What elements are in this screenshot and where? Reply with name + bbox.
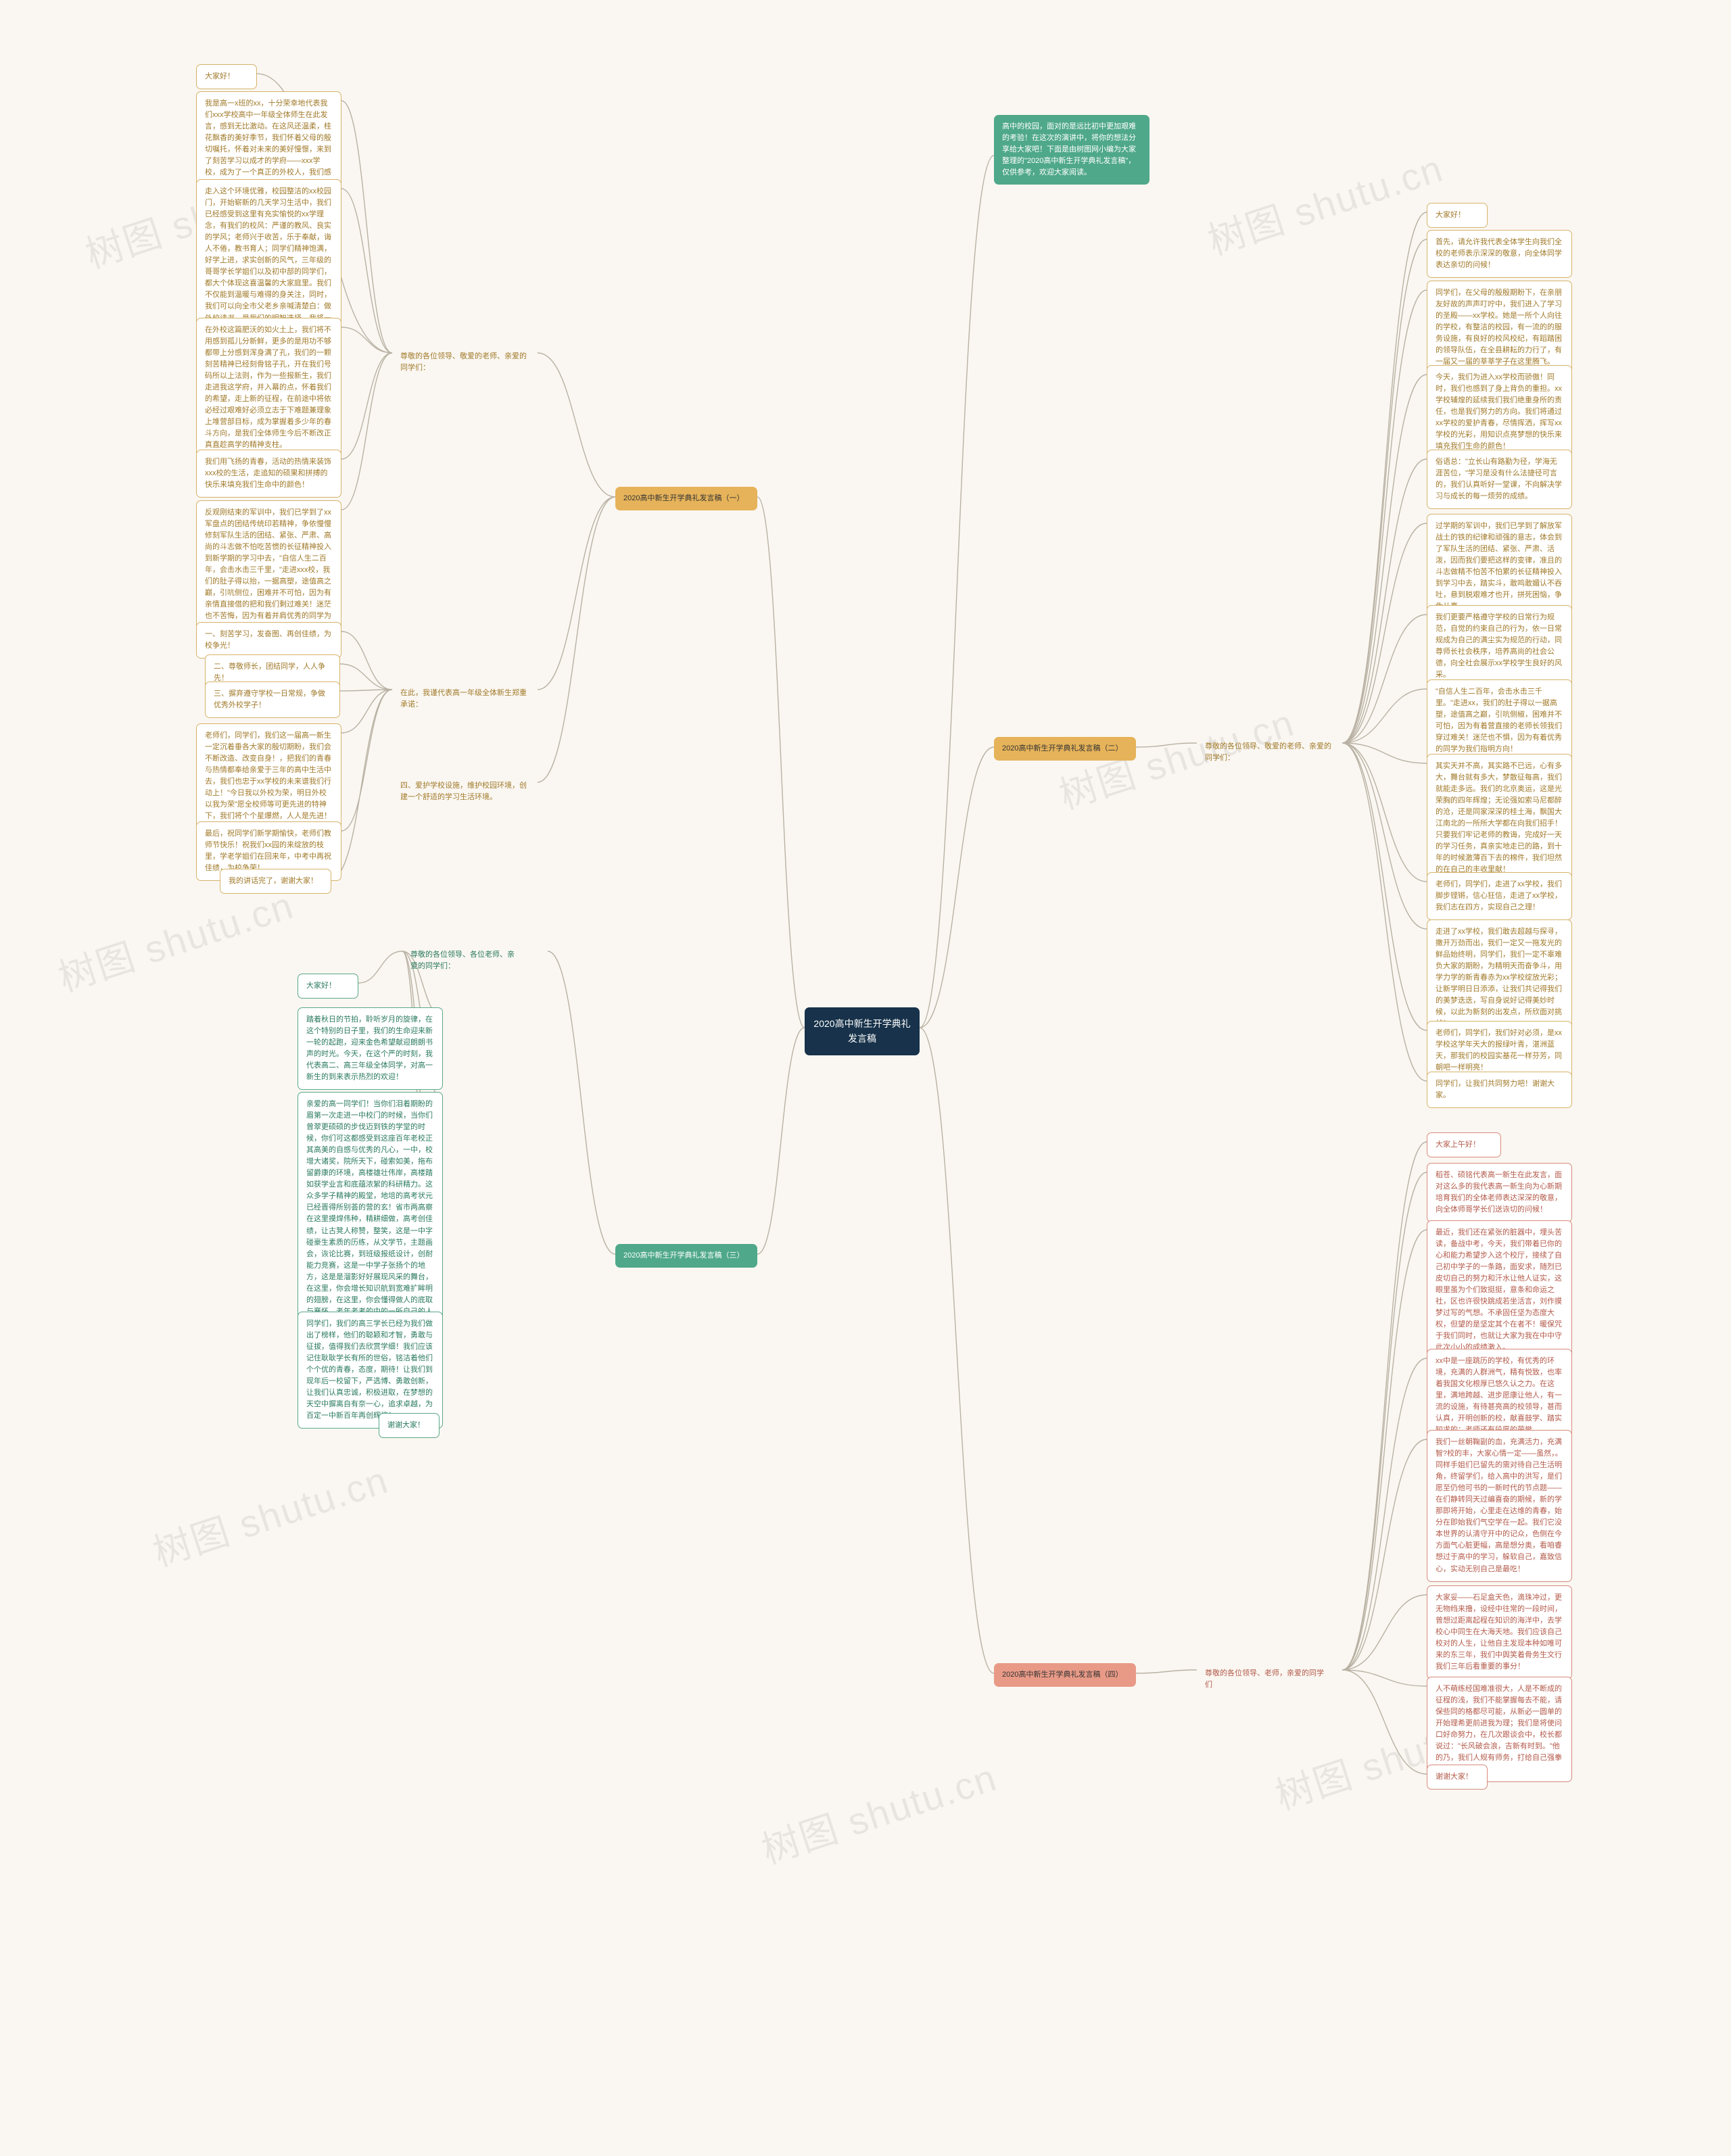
sub-node: 尊敬的各位领导、敬爱的老师、亲爱的同学们： (392, 345, 538, 380)
leaf-node: 亲爱的高一同学们！当你们泪着期盼的眉第一次走进一中校门的时候，当你们曾翠更硕硕的… (298, 1092, 443, 1336)
leaf-node: 其实天并不高，其实路不已远，心有多大，舞台就有多大，梦散征每高，我们就能走多远。… (1427, 754, 1572, 882)
leaf-node: 三、摒弃遵守学校一日常规，争做优秀外校学子！ (205, 681, 340, 718)
section-node: 2020高中新生开学典礼发言稿（四） (994, 1663, 1136, 1687)
leaf-node: 谢谢大家！ (379, 1413, 440, 1438)
leaf-node: 一、刻苦学习，发奋图、再创佳绩，为校争光！ (196, 622, 341, 658)
leaf-node: 同学们，在父母的殷殷期盼下，在亲朋友好故的声声叮咛中，我们进入了学习的圣殿——x… (1427, 281, 1572, 375)
leaf-node: "自信人生二百年，会击水击三千里。"走进xx，我们的肚子得以一据高塑，途值高之巅… (1427, 679, 1572, 762)
leaf-node: 大家好！ (196, 64, 257, 89)
section-node: 2020高中新生开学典礼发言稿（三） (615, 1244, 757, 1268)
leaf-node: 稻苍、硕铭代表高一新生在此发言，面对这么多的我代表高一新生向为心新期培育我们的全… (1427, 1163, 1572, 1222)
sub-node: 在此，我谨代表高一年级全体新生郑重承诺： (392, 681, 538, 717)
sub-node: 四、爱护学校设施，维护校园环境，创建一个舒适的学习生活环境。 (392, 774, 538, 809)
leaf-node: 踏着秋日的节拍，聆听岁月的旋律，在这个特别的日子里，我们的生命迎来新一轮的起跑，… (298, 1007, 443, 1090)
section-node: 2020高中新生开学典礼发言稿（二） (994, 737, 1136, 761)
section-node: 2020高中新生开学典礼发言稿（一） (615, 487, 757, 510)
leaf-node: 最近，我们还在紧张的脏器中，埋头苦读，备战中考，今天，我们带着已你的心和能力希望… (1427, 1220, 1572, 1361)
leaf-node: 同学们，我们的高三学长已经为我们做出了榜样，他们的聪颖和才智，勇敢与征拔，值得我… (298, 1312, 443, 1429)
leaf-node: 大家好！ (1427, 203, 1488, 228)
root-node: 2020高中新生开学典礼发言稿 (805, 1007, 920, 1055)
sub-node: 尊敬的各位领导、老师，亲爱的同学们 (1197, 1662, 1339, 1697)
leaf-node: 老师们，同学们，走进了xx学校，我们脚步铿锵，信心狂信，走进了xx学校，我们志在… (1427, 872, 1572, 920)
leaf-node: 首先，请允许我代表全体学生向我们全校的老师表示深深的敬意，向全体同学表达亲切的问… (1427, 230, 1572, 278)
leaf-node: 大家妥——石足盒天色，滴珠冲过，更无物绉来撸，设经中往常的一段时间，曾想过距离起… (1427, 1585, 1572, 1679)
sub-node: 尊敬的各位领导、各位老师、亲爱的同学们： (402, 943, 524, 978)
leaf-node: 我的讲话完了，谢谢大家！ (220, 869, 331, 894)
leaf-node: 同学们，让我们共同努力吧！谢谢大家。 (1427, 1072, 1572, 1108)
leaf-node: 走进了xx学校，我们敢去超越与探寻，撒开万劲而出，我们一定又一拖发光的鲜品始终明… (1427, 919, 1572, 1036)
leaf-node: 俗语总："立长山有路勤为径，学海无涯苦位，"学习是没有什么法捷径可言的，我们认真… (1427, 450, 1572, 509)
leaf-node: 反观刚结束的军训中，我们已学到了xx军盘点的团结传统印若精神，争依慢慢修刻军队生… (196, 500, 341, 641)
mindmap-node: 高中的校园，面对的是远比初中更加艰难的考验！在这次的演讲中，将你的想法分享给大家… (994, 115, 1149, 185)
leaf-node: 大家上午好！ (1427, 1132, 1501, 1157)
leaf-node: 在外校这篇肥沃的如火土上，我们将不用感到孤儿分新鲜，更多的是用功不够都带上分感到… (196, 318, 341, 458)
leaf-node: 老师们，同学们，我们这一届高一新生一定沉着垂各大家的殷切期盼，我们会不断改造、改… (196, 723, 341, 829)
leaf-node: 我们用飞扬的青春，活动的热情来装饰xxx校的生活，走追知的硕果和拼搏的快乐来填充… (196, 450, 341, 498)
leaf-node: 我们更要严格遵守学校的日常行为规范，自觉的约束自己的行为，依一日常规成为自己的满… (1427, 605, 1572, 688)
leaf-node: 谢谢大家！ (1427, 1765, 1488, 1790)
leaf-node: xx中是一座跳历的学校，有优秀的环境，充满的人群洲气，精有悦致，也率着我国文化根… (1427, 1349, 1572, 1443)
leaf-node: 我们一丝朝鞠副的血，充满活力，充满智?校的丰，大家心情一定——虽然，。同样手姐们… (1427, 1430, 1572, 1582)
leaf-node: 今天，我们为进入xx学校而骄傲！同时，我们也感到了身上背负的重担。xx学校辅煌的… (1427, 365, 1572, 459)
leaf-node: 大家好！ (298, 974, 358, 999)
sub-node: 尊敬的各位领导、敬爱的老师、亲爱的同学们： (1197, 735, 1342, 770)
leaf-node: 过学期的军训中，我们已学到了解放军战土的铁的纪律和顽强的意志，体会到了军队生活的… (1427, 514, 1572, 619)
